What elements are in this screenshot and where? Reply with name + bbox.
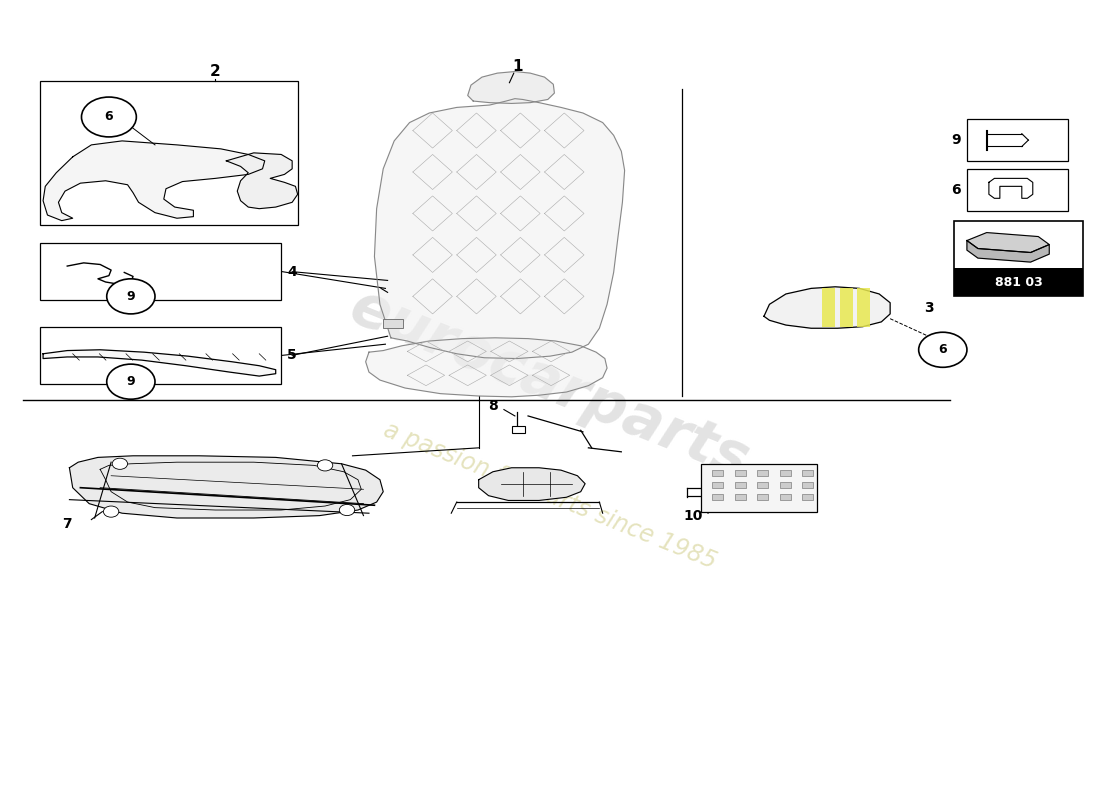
Text: 881 03: 881 03 xyxy=(994,276,1043,290)
Text: 4: 4 xyxy=(287,265,297,278)
Bar xyxy=(40,81,298,225)
Circle shape xyxy=(81,97,136,137)
Polygon shape xyxy=(374,98,625,358)
FancyBboxPatch shape xyxy=(702,464,816,512)
Text: 1: 1 xyxy=(512,59,522,74)
Text: 9: 9 xyxy=(126,375,135,388)
Text: 6: 6 xyxy=(104,110,113,123)
Text: 9: 9 xyxy=(126,290,135,303)
Circle shape xyxy=(318,460,332,471)
Text: 7: 7 xyxy=(63,517,72,530)
Bar xyxy=(40,243,282,300)
Bar xyxy=(967,169,1068,211)
Polygon shape xyxy=(468,71,554,103)
Bar xyxy=(857,288,870,326)
Text: 6: 6 xyxy=(952,183,960,198)
Text: 2: 2 xyxy=(210,64,221,79)
Bar xyxy=(802,470,813,476)
Bar xyxy=(40,326,282,384)
Polygon shape xyxy=(967,241,1049,262)
Polygon shape xyxy=(967,233,1049,253)
Text: eurocarparts: eurocarparts xyxy=(342,278,758,490)
Polygon shape xyxy=(43,350,276,376)
Text: 9: 9 xyxy=(952,133,960,147)
Bar xyxy=(802,494,813,500)
Bar xyxy=(954,221,1084,296)
Bar xyxy=(512,426,525,434)
Bar xyxy=(954,269,1084,296)
Bar xyxy=(967,118,1068,161)
Text: 5: 5 xyxy=(287,348,297,362)
Bar xyxy=(780,494,791,500)
Text: a passion for parts since 1985: a passion for parts since 1985 xyxy=(381,418,719,574)
Bar xyxy=(735,470,746,476)
Bar xyxy=(735,494,746,500)
Polygon shape xyxy=(764,286,890,328)
Bar xyxy=(758,470,768,476)
Polygon shape xyxy=(43,141,265,221)
Bar xyxy=(758,482,768,488)
Bar xyxy=(735,482,746,488)
Bar xyxy=(822,288,835,326)
Text: 8: 8 xyxy=(488,399,498,414)
Polygon shape xyxy=(478,468,585,501)
Bar xyxy=(383,318,403,328)
Bar xyxy=(713,470,724,476)
Bar xyxy=(713,494,724,500)
Circle shape xyxy=(918,332,967,367)
Circle shape xyxy=(112,458,128,470)
Polygon shape xyxy=(69,456,383,518)
Circle shape xyxy=(103,506,119,517)
Circle shape xyxy=(339,505,354,515)
Bar xyxy=(780,470,791,476)
Polygon shape xyxy=(227,153,298,209)
Text: 6: 6 xyxy=(938,343,947,356)
Text: 10: 10 xyxy=(683,509,702,522)
Text: 3: 3 xyxy=(924,301,934,314)
Circle shape xyxy=(107,364,155,399)
Polygon shape xyxy=(365,338,607,397)
Circle shape xyxy=(107,279,155,314)
Bar xyxy=(713,482,724,488)
Bar xyxy=(839,288,853,326)
Bar xyxy=(758,494,768,500)
Bar xyxy=(780,482,791,488)
Bar xyxy=(802,482,813,488)
